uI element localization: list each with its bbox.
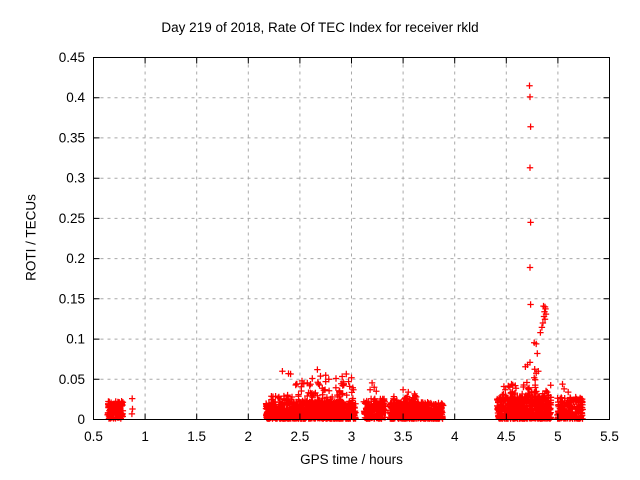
y-tick-label: 0.3 (66, 171, 85, 186)
y-tick-label: 0.4 (66, 90, 85, 105)
plot-frame (93, 57, 610, 420)
scatter-points (104, 82, 586, 422)
x-tick-label: 5 (554, 429, 562, 444)
grid-lines (93, 57, 610, 420)
x-tick-label: 2 (245, 429, 253, 444)
x-tick-label: 4 (451, 429, 459, 444)
x-axis-label: GPS time / hours (300, 452, 403, 467)
x-tick-label: 1 (141, 429, 149, 444)
x-tick-label: 2.5 (291, 429, 310, 444)
y-tick-label: 0.1 (66, 332, 85, 347)
x-tick-label: 4.5 (497, 429, 516, 444)
y-tick-label: 0.45 (59, 50, 85, 65)
y-tick-label: 0.25 (59, 211, 85, 226)
y-tick-label: 0.15 (59, 291, 85, 306)
x-tick-label: 5.5 (600, 429, 619, 444)
y-tick-label: 0 (77, 412, 85, 427)
chart-title: Day 219 of 2018, Rate Of TEC Index for r… (161, 20, 479, 35)
x-tick-label: 3 (348, 429, 356, 444)
x-tick-label: 1.5 (187, 429, 206, 444)
x-tick-label: 0.5 (84, 429, 103, 444)
x-tick-label: 3.5 (394, 429, 413, 444)
y-tick-label: 0.05 (59, 372, 85, 387)
y-tick-label: 0.35 (59, 130, 85, 145)
y-tick-label: 0.2 (66, 251, 85, 266)
tick-labels: 0.5 1 1.5 2 2.5 3 3.5 4 4.5 5 5.5 0 0.05 0.1 0.15 0.2 0.… (59, 50, 619, 444)
